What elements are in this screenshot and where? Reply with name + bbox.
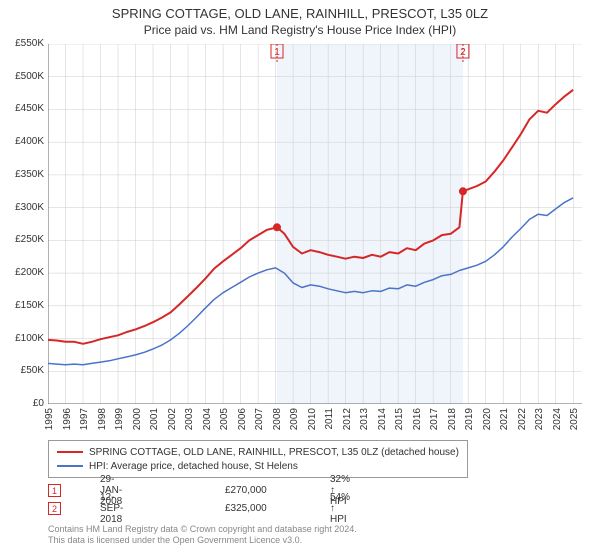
legend: SPRING COTTAGE, OLD LANE, RAINHILL, PRES… <box>48 440 468 478</box>
legend-label: SPRING COTTAGE, OLD LANE, RAINHILL, PRES… <box>89 447 459 458</box>
chart-plot: 12 <box>48 44 582 404</box>
svg-text:1: 1 <box>274 47 280 58</box>
xtick-label: 2013 <box>359 408 370 430</box>
xtick-label: 2010 <box>307 408 318 430</box>
ytick-label: £500K <box>4 71 44 82</box>
ytick-label: £150K <box>4 300 44 311</box>
legend-label: HPI: Average price, detached house, St H… <box>89 461 298 472</box>
xtick-label: 2005 <box>219 408 230 430</box>
ytick-label: £400K <box>4 136 44 147</box>
ytick-label: £250K <box>4 234 44 245</box>
xtick-label: 2011 <box>324 408 335 430</box>
credits-line1: Contains HM Land Registry data © Crown c… <box>48 524 357 535</box>
xtick-label: 2022 <box>517 408 528 430</box>
chart-title: SPRING COTTAGE, OLD LANE, RAINHILL, PRES… <box>0 0 600 21</box>
sale-marker: 2 <box>48 502 61 515</box>
legend-swatch <box>57 451 83 453</box>
xtick-label: 2003 <box>184 408 195 430</box>
sale-row: 129-JAN-2008£270,00032% ↑ HPI <box>48 484 71 497</box>
xtick-label: 2000 <box>132 408 143 430</box>
sale-price: £325,000 <box>225 503 267 514</box>
xtick-label: 2006 <box>237 408 248 430</box>
credits-line2: This data is licensed under the Open Gov… <box>48 535 357 546</box>
xtick-label: 2020 <box>482 408 493 430</box>
xtick-label: 2023 <box>534 408 545 430</box>
legend-swatch <box>57 465 83 467</box>
xtick-label: 1997 <box>79 408 90 430</box>
xtick-label: 2019 <box>464 408 475 430</box>
xtick-label: 1996 <box>62 408 73 430</box>
xtick-label: 2009 <box>289 408 300 430</box>
xtick-label: 2008 <box>272 408 283 430</box>
xtick-label: 2004 <box>202 408 213 430</box>
xtick-label: 2025 <box>569 408 580 430</box>
xtick-label: 2016 <box>412 408 423 430</box>
ytick-label: £100K <box>4 333 44 344</box>
xtick-label: 1999 <box>114 408 125 430</box>
xtick-label: 2015 <box>394 408 405 430</box>
ytick-label: £300K <box>4 202 44 213</box>
sale-pct: 54% ↑ HPI <box>330 492 350 525</box>
xtick-label: 2001 <box>149 408 160 430</box>
legend-row: SPRING COTTAGE, OLD LANE, RAINHILL, PRES… <box>57 445 459 459</box>
legend-row: HPI: Average price, detached house, St H… <box>57 459 459 473</box>
chart-subtitle: Price paid vs. HM Land Registry's House … <box>0 21 600 41</box>
svg-text:2: 2 <box>460 47 466 58</box>
sale-date: 12-SEP-2018 <box>100 492 123 525</box>
xtick-label: 2012 <box>342 408 353 430</box>
ytick-label: £350K <box>4 169 44 180</box>
xtick-label: 1998 <box>97 408 108 430</box>
xtick-label: 2024 <box>552 408 563 430</box>
xtick-label: 2017 <box>429 408 440 430</box>
xtick-label: 1995 <box>44 408 55 430</box>
xtick-label: 2007 <box>254 408 265 430</box>
ytick-label: £550K <box>4 38 44 49</box>
sale-price: £270,000 <box>225 485 267 496</box>
ytick-label: £200K <box>4 267 44 278</box>
xtick-label: 2002 <box>167 408 178 430</box>
xtick-label: 2021 <box>499 408 510 430</box>
xtick-label: 2014 <box>377 408 388 430</box>
credits: Contains HM Land Registry data © Crown c… <box>48 524 357 546</box>
ytick-label: £0 <box>4 398 44 409</box>
ytick-label: £450K <box>4 103 44 114</box>
sale-row: 212-SEP-2018£325,00054% ↑ HPI <box>48 502 71 515</box>
ytick-label: £50K <box>4 365 44 376</box>
xtick-label: 2018 <box>447 408 458 430</box>
sale-marker: 1 <box>48 484 61 497</box>
